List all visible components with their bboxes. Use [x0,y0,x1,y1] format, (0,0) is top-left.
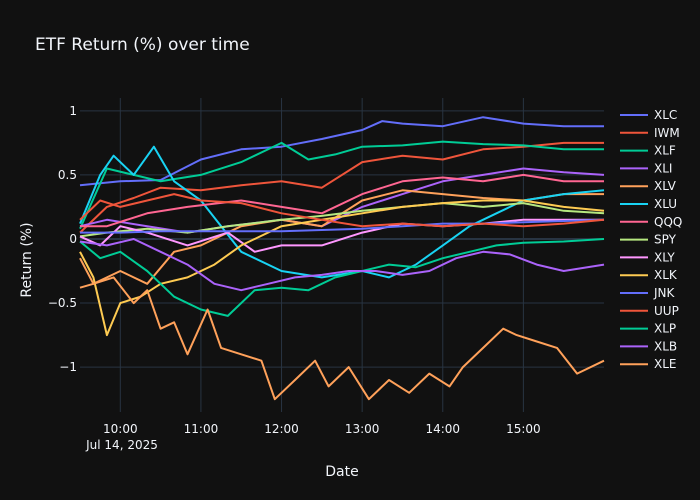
series-line-uup [79,193,605,228]
y-axis-title: Return (%) [19,222,35,297]
series-line-spy [79,202,605,238]
legend-label: XLE [654,357,677,371]
series-line-qqq [80,173,604,228]
series-line-jnk [80,218,605,234]
legend-item-xlp[interactable]: XLP [620,322,676,336]
series-line-xle [79,257,605,401]
legend-label: IWM [654,126,680,140]
legend-label: UUP [654,304,679,318]
legend-label: XLB [654,339,677,353]
series-line-xlp [79,238,605,317]
legend-label: XLP [654,322,676,336]
series-line-xlk [79,199,605,337]
legend-item-qqq[interactable]: QQQ [620,215,682,229]
legend-label: SPY [654,233,677,247]
chart-title: ETF Return (%) over time [35,35,250,55]
x-tick-label: 13:00 [345,422,380,436]
x-tick-label: 15:00 [506,422,541,436]
x-axis-title: Date [325,464,358,480]
legend-label: XLV [654,179,677,193]
x-date-annotation: Jul 14, 2025 [85,438,158,452]
x-tick-label: 14:00 [425,422,460,436]
legend-item-jnk[interactable]: JNK [620,286,676,300]
legend-item-xlu[interactable]: XLU [620,197,677,211]
legend-label: QQQ [654,215,682,229]
series-lines [79,116,605,401]
legend-item-xle[interactable]: XLE [620,357,677,371]
legend-item-xlv[interactable]: XLV [620,179,677,193]
legend-label: XLC [654,108,677,122]
legend-item-xlc[interactable]: XLC [620,108,677,122]
x-tick-label: 10:00 [103,422,138,436]
axis-ticks: 10:00 11:00 12:00 13:00 14:00 15:00 1 0.5 0 −0.5 −… [48,104,541,436]
legend-item-xlk[interactable]: XLK [620,268,678,282]
series-line-xlc [79,116,604,187]
legend-item-xlf[interactable]: XLF [620,144,676,158]
x-tick-label: 11:00 [184,422,219,436]
series-line-xly [79,218,604,253]
legend-label: XLK [654,268,678,282]
y-tick-label: −0.5 [48,296,77,310]
y-tick-label: 1 [69,104,77,118]
x-tick-label: 12:00 [264,422,299,436]
legend-item-iwm[interactable]: IWM [620,126,680,140]
series-line-iwm [79,141,604,234]
y-tick-label: −1 [59,360,77,374]
legend-label: XLI [654,161,672,175]
legend-item-spy[interactable]: SPY [620,233,677,247]
legend-label: XLY [654,250,675,264]
series-line-xlu [79,145,605,279]
series-line-xlb [79,238,605,292]
series-line-xlf [79,140,604,230]
y-tick-label: 0 [69,232,77,246]
legend-item-xlb[interactable]: XLB [620,339,677,353]
legend-item-xli[interactable]: XLI [620,161,672,175]
legend-label: JNK [653,286,676,300]
legend-label: XLU [654,197,677,211]
legend-label: XLF [654,144,676,158]
legend-item-xly[interactable]: XLY [620,250,675,264]
legend: XLC IWM XLF XLI XLV XLU QQQ SPY XLY XLK JNK UUP XLP X… [620,108,682,371]
legend-item-uup[interactable]: UUP [620,304,679,318]
y-tick-label: 0.5 [58,168,77,182]
